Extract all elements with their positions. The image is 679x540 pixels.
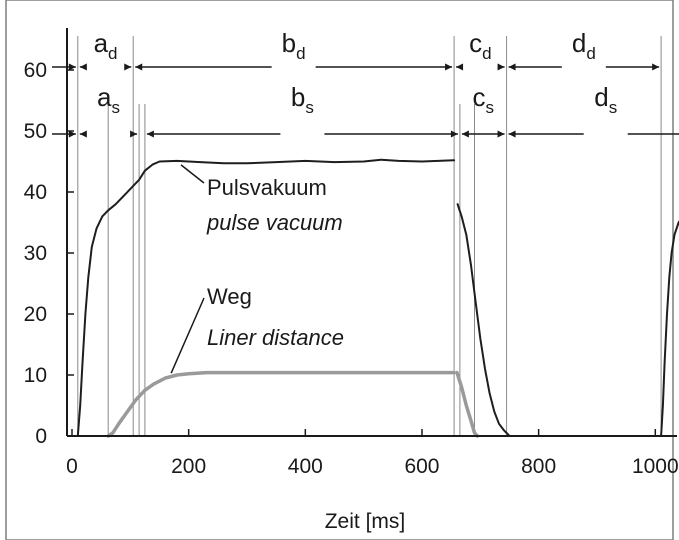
pulse-vacuum-label-de: Pulsvakuum — [207, 175, 327, 200]
liner-distance-label-de: Weg — [207, 284, 252, 309]
y-tick-label: 10 — [24, 364, 47, 387]
phase-label: dd — [572, 28, 596, 63]
y-tick-label: 30 — [24, 242, 47, 265]
pulse-vacuum-curve-segment — [660, 220, 679, 437]
liner-distance-leader-line — [170, 297, 205, 374]
axes — [66, 28, 677, 437]
x-tick-label: 0 — [66, 455, 78, 478]
x-tick-label: 1000 — [632, 455, 679, 478]
phase-label: cd — [469, 28, 491, 63]
y-tick-label: 0 — [35, 425, 47, 448]
series-layer — [76, 158, 679, 438]
phase-label: bd — [282, 28, 306, 63]
phase-label: cs — [472, 82, 494, 117]
liner-distance-curve-segment — [455, 370, 480, 438]
x-axis-label: Zeit [ms] — [325, 510, 406, 533]
curve-annotations: Pulsvakuum pulse vacuum Weg Liner distan… — [170, 164, 344, 374]
phase-label: ds — [594, 82, 617, 117]
liner-distance-curve-segment — [106, 370, 456, 438]
chart-frame — [5, 0, 674, 540]
pulse-vacuum-leader-line — [180, 164, 205, 184]
phase-annotations: ad bd cd dd as bs cs ds — [52, 28, 679, 138]
pulse-vacuum-curve-segment — [76, 158, 456, 437]
phase-label: bs — [291, 82, 314, 117]
y-tick-label: 40 — [24, 181, 47, 204]
y-tick-label: 50 — [24, 120, 47, 143]
pulse-vacuum-curve-segment — [456, 203, 511, 437]
y-tick-label: 20 — [24, 303, 47, 326]
x-tick-label: 600 — [404, 455, 439, 478]
x-tick-label: 400 — [288, 455, 323, 478]
y-tick-label: 60 — [24, 59, 47, 82]
x-tick-label: 800 — [521, 455, 556, 478]
phase-label: ad — [94, 28, 118, 63]
phase-divider-lines — [77, 36, 662, 436]
x-tick-label: 200 — [171, 455, 206, 478]
pulse-vacuum-label-en: pulse vacuum — [206, 210, 343, 235]
liner-distance-label-en: Liner distance — [207, 325, 344, 350]
phase-label: as — [97, 82, 120, 117]
